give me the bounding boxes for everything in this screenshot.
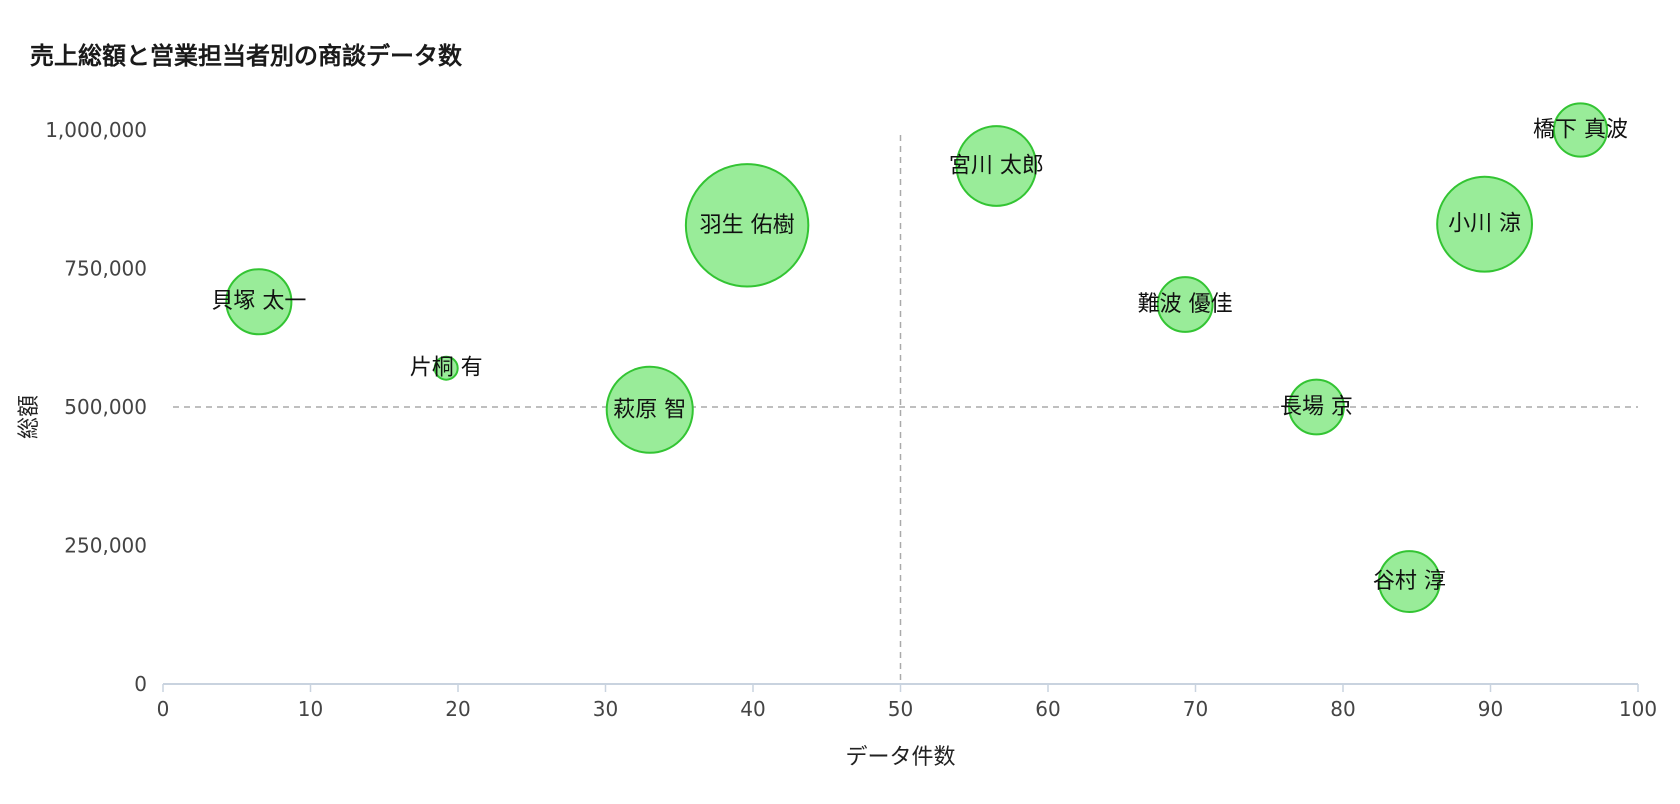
bubble-label: 難波 優佳 — [1138, 292, 1233, 317]
y-axis-title: 総額 — [17, 395, 42, 439]
bubble-point — [1156, 276, 1214, 333]
bubble-label: 貝塚 太一 — [211, 289, 306, 314]
y-tick-label: 1,000,000 — [45, 118, 147, 142]
bubble-point — [1436, 175, 1534, 273]
bubble-point — [225, 268, 293, 336]
bubble-label: 長場 京 — [1280, 395, 1353, 420]
bubble-label: 羽生 佑樹 — [700, 213, 795, 238]
bubble-label: 宮川 太郎 — [949, 154, 1044, 179]
bubble-point — [605, 365, 694, 454]
x-tick-label: 80 — [1330, 697, 1355, 721]
y-tick-label: 250,000 — [64, 534, 147, 558]
bubble-point — [1377, 550, 1441, 613]
y-tick-label: 500,000 — [64, 395, 147, 419]
y-tick-label: 0 — [134, 672, 147, 696]
x-tick-label: 10 — [298, 697, 323, 721]
bubble-point — [433, 355, 459, 381]
y-tick-label: 750,000 — [64, 257, 147, 281]
x-axis-title: データ件数 — [845, 745, 955, 770]
x-tick-label: 20 — [445, 697, 470, 721]
x-tick-label: 60 — [1035, 697, 1060, 721]
bubble-point — [955, 125, 1038, 207]
bubble-label: 橋下 真波 — [1533, 118, 1628, 143]
bubble-label: 小川 涼 — [1448, 212, 1521, 237]
bubble-point — [684, 163, 810, 288]
bubble-point — [1552, 102, 1609, 158]
bubble-label: 片桐 有 — [410, 356, 483, 381]
x-tick-label: 70 — [1183, 697, 1208, 721]
bubble-point — [1288, 378, 1345, 436]
x-tick-label: 40 — [740, 697, 765, 721]
x-tick-label: 90 — [1478, 697, 1503, 721]
chart-title: 売上総額と営業担当者別の商談データ数 — [30, 42, 462, 70]
x-tick-label: 100 — [1619, 697, 1657, 721]
bubble-label: 谷村 淳 — [1373, 569, 1446, 594]
x-tick-label: 0 — [157, 697, 170, 721]
reference-lines — [173, 135, 1638, 684]
x-tick-label: 50 — [888, 697, 913, 721]
bubble-label: 萩原 智 — [613, 397, 686, 422]
axes: 0 10 20 30 40 50 60 70 80 90 100 0 250,000 500,000 750… — [45, 118, 1657, 721]
x-tick-label: 30 — [593, 697, 618, 721]
